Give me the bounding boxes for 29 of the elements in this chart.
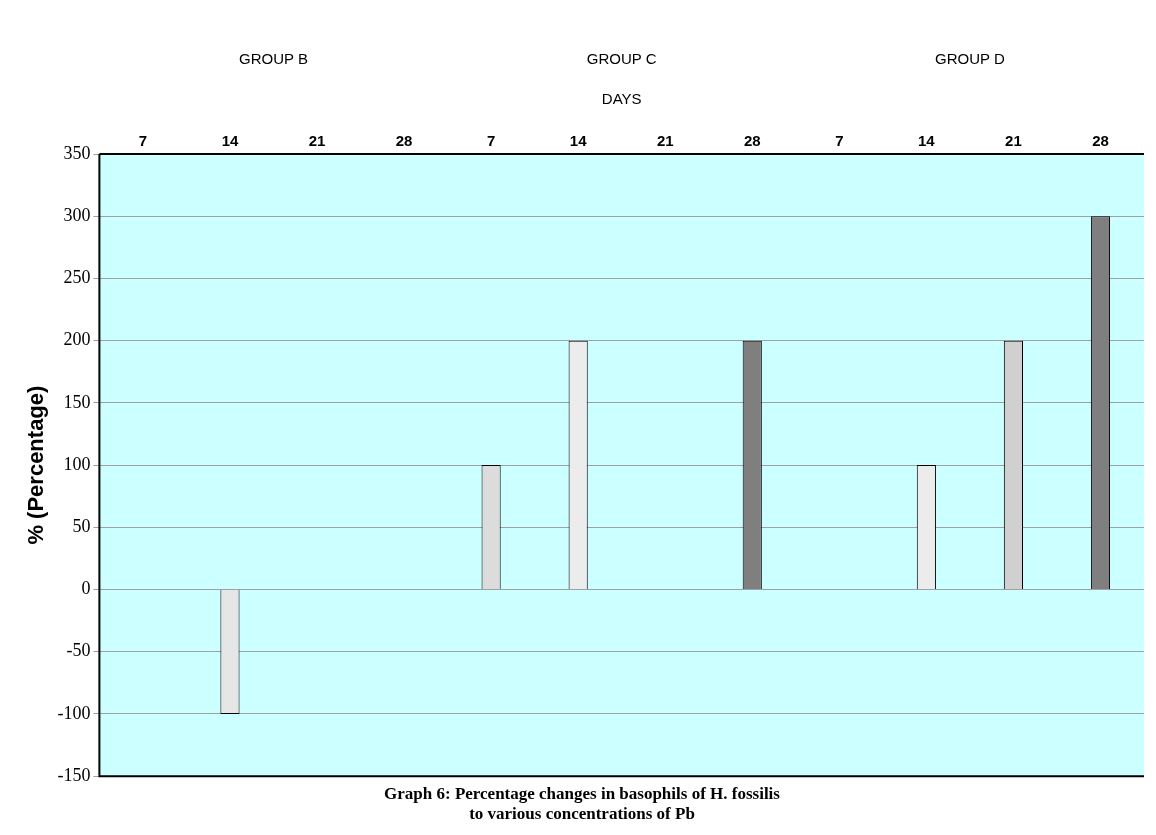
x-axis-title: DAYS bbox=[601, 90, 642, 107]
y-tick-label: 50 bbox=[72, 516, 91, 537]
y-tick-label: 300 bbox=[63, 204, 91, 225]
x-tick-label: 21 bbox=[1005, 132, 1022, 150]
y-tick-label: 350 bbox=[63, 142, 91, 163]
y-tick-label: 0 bbox=[81, 578, 91, 599]
y-tick-label: 100 bbox=[63, 453, 91, 474]
text: Graph 6: Percentage changes in basophils of H. fossilis to various concentrations of Pb bbox=[384, 783, 781, 824]
x-tick-label: 28 bbox=[743, 132, 761, 150]
x-tick-label: 14 bbox=[918, 132, 936, 150]
x-tick-label: 14 bbox=[569, 132, 588, 150]
y-tick-label: -50 bbox=[66, 640, 91, 661]
y-tick-label: -150 bbox=[57, 764, 91, 785]
x-tick-label: 14 bbox=[221, 132, 239, 150]
x-tick-label: 7 bbox=[138, 132, 148, 150]
y-tick-label: -100 bbox=[57, 702, 91, 723]
text: GROUP D bbox=[935, 50, 1005, 67]
x-tick-label: 21 bbox=[656, 132, 674, 150]
y-tick-label: 200 bbox=[63, 329, 91, 350]
text: GROUP B bbox=[239, 50, 308, 67]
x-tick-label: 21 bbox=[308, 132, 326, 150]
y-axis-title: % (Percentage) bbox=[23, 385, 49, 545]
text: GROUP C bbox=[586, 50, 657, 67]
x-tick-label: 7 bbox=[835, 132, 844, 150]
y-tick-label: 250 bbox=[63, 267, 91, 288]
x-tick-label: 28 bbox=[1092, 132, 1109, 150]
y-tick-label: 150 bbox=[63, 391, 91, 412]
x-tick-label: 28 bbox=[395, 132, 413, 150]
x-tick-label: 7 bbox=[486, 132, 496, 150]
